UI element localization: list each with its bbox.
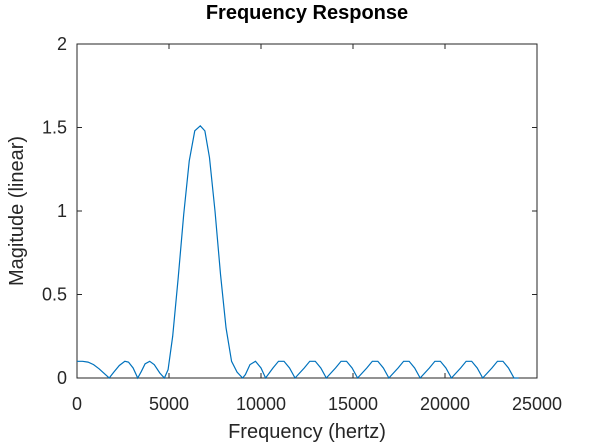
x-tick-label: 15000 [328,394,378,414]
chart-title: Frequency Response [206,2,408,24]
x-tick-labels: 0 5000 10000 15000 20000 25000 [72,394,562,414]
y-tick-label: 1.5 [42,118,67,138]
y-axis-label: Magitude (linear) [6,136,28,286]
y-tick-label: 2 [57,34,67,54]
series-line [77,124,519,380]
y-tick-label: 1 [57,201,67,221]
x-axis-label: Frequency (hertz) [228,421,386,442]
x-tick-label: 10000 [236,394,286,414]
x-tick-label: 25000 [512,394,562,414]
plot-area [76,43,538,379]
axis-ticks [76,43,538,379]
y-tick-label: 0.5 [42,285,67,305]
x-tick-label: 0 [72,394,82,414]
x-tick-label: 5000 [149,394,189,414]
y-tick-label: 0 [57,368,67,388]
y-tick-labels: 0 0.5 1 1.5 2 [42,34,67,388]
x-tick-label: 20000 [420,394,470,414]
